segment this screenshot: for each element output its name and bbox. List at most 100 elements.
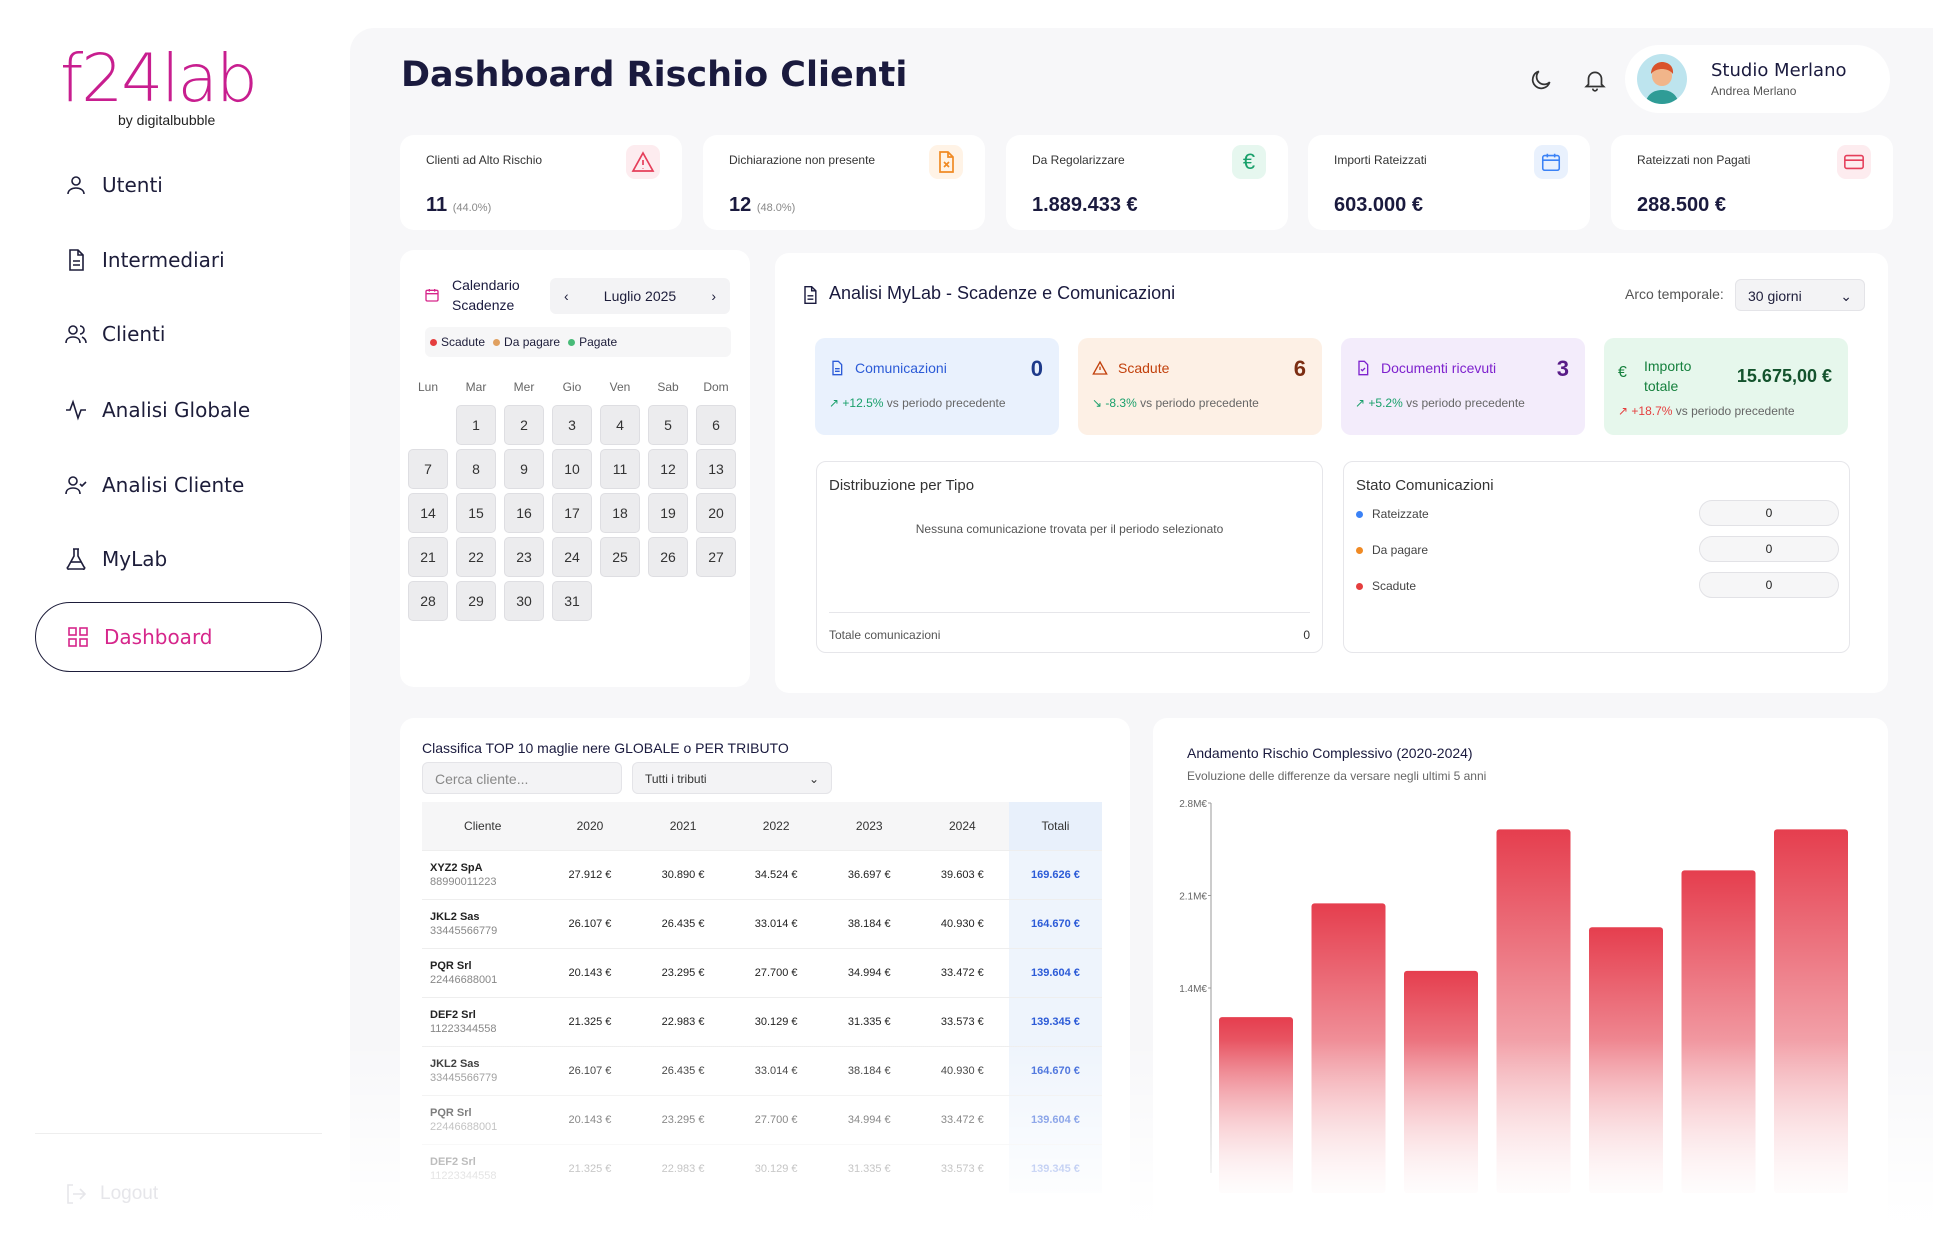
calendar-day[interactable]: 14: [408, 493, 448, 533]
table-row[interactable]: DEF2 Srl 11223344558 21.325 €22.983 €30.12…: [422, 996, 1102, 1046]
sidebar-item-analisi-cliente[interactable]: Analisi Cliente: [64, 469, 244, 501]
table-row[interactable]: DEF2 Srl 11223344558 21.325 €22.983 €30.12…: [422, 1143, 1102, 1193]
calendar-day[interactable]: 9: [504, 449, 544, 489]
profile-subtitle: Andrea Merlano: [1711, 84, 1797, 98]
bell-icon[interactable]: [1582, 67, 1608, 93]
sidebar-item-dashboard[interactable]: Dashboard: [35, 602, 322, 672]
search-input[interactable]: Cerca cliente...: [422, 762, 622, 794]
table-row[interactable]: JKL2 Sas 33445566779 26.107 €26.435 €33.01…: [422, 898, 1102, 948]
credit-card-icon: [1837, 145, 1871, 179]
grid-icon: [68, 627, 88, 647]
table-cell: 33.573 €: [915, 996, 1009, 1046]
chart-bar[interactable]: [1589, 927, 1663, 1193]
kpi-value: 603.000 €: [1334, 194, 1423, 216]
calendar-day[interactable]: 19: [648, 493, 688, 533]
calendar-day[interactable]: 28: [408, 581, 448, 621]
calendar-day[interactable]: 7: [408, 449, 448, 489]
calendar-day[interactable]: 26: [648, 537, 688, 577]
sidebar-item-intermediari[interactable]: Intermediari: [64, 244, 225, 276]
table-cell: 22.983 €: [636, 996, 730, 1046]
prev-month-button[interactable]: ‹: [564, 288, 569, 304]
calendar-day[interactable]: 21: [408, 537, 448, 577]
calendar-day[interactable]: 16: [504, 493, 544, 533]
chart-bar[interactable]: [1219, 1017, 1293, 1193]
logout-button[interactable]: Logout: [64, 1182, 158, 1206]
column-header[interactable]: Totali: [1008, 802, 1102, 850]
chart-bar[interactable]: [1774, 829, 1848, 1193]
calendar-day[interactable]: 12: [648, 449, 688, 489]
next-month-button[interactable]: ›: [711, 288, 716, 304]
calendar-day[interactable]: 17: [552, 493, 592, 533]
chart-bar[interactable]: [1496, 829, 1571, 1193]
client-code: 33445566779: [430, 924, 498, 937]
calendar-day[interactable]: 3: [552, 405, 592, 445]
calendar-day[interactable]: 24: [552, 537, 592, 577]
column-header[interactable]: 2023: [822, 802, 916, 850]
client-code: 88990011223: [430, 875, 497, 888]
sidebar-item-label: Analisi Globale: [102, 398, 251, 422]
stat-label: Scadute: [1118, 360, 1170, 376]
table-row[interactable]: PQR Srl 22446688001 20.143 €23.295 €27.700…: [422, 947, 1102, 997]
table-cell: 26.435 €: [636, 898, 730, 948]
table-row[interactable]: JKL2 Sas 33445566779 26.107 €26.435 €33.01…: [422, 1045, 1102, 1095]
arco-select[interactable]: 30 giorni ⌄: [1735, 279, 1865, 311]
total-label: Totale comunicazioni: [829, 628, 941, 642]
chart-bar[interactable]: [1681, 870, 1756, 1193]
calendar-day[interactable]: 5: [648, 405, 688, 445]
sidebar-item-clienti[interactable]: Clienti: [64, 318, 165, 350]
calendar-day[interactable]: 20: [696, 493, 736, 533]
calendar-day[interactable]: 23: [504, 537, 544, 577]
calendar-day[interactable]: 11: [600, 449, 640, 489]
column-header[interactable]: 2020: [543, 802, 637, 850]
table-cell: 34.524 €: [729, 849, 823, 899]
table-row[interactable]: XYZ2 SpA 88990011223 27.912 €30.890 €34.52…: [422, 849, 1102, 899]
calendar-day[interactable]: 27: [696, 537, 736, 577]
sidebar-item-utenti[interactable]: Utenti: [64, 169, 163, 201]
chart-bar[interactable]: [1311, 903, 1386, 1193]
legend-scadute: Scadute: [430, 335, 485, 349]
total-cell: 164.670 €: [1008, 1045, 1102, 1095]
calendar-day[interactable]: 10: [552, 449, 592, 489]
calendar-day[interactable]: 22: [456, 537, 496, 577]
sidebar-item-label: Clienti: [102, 322, 166, 346]
table-cell: 23.295 €: [636, 1094, 730, 1144]
logo-text: f24lab: [60, 40, 258, 117]
calendar-day[interactable]: 25: [600, 537, 640, 577]
calendar-day[interactable]: 6: [696, 405, 736, 445]
table-row[interactable]: PQR Srl 22446688001 20.143 €23.295 €27.700…: [422, 1094, 1102, 1144]
client-code: 11223344558: [430, 1022, 497, 1035]
column-header[interactable]: 2022: [729, 802, 823, 850]
tributo-select[interactable]: Tutti i tributi ⌄: [632, 762, 832, 794]
total-cell: 139.604 €: [1008, 947, 1102, 997]
calendar-day[interactable]: 1: [456, 405, 496, 445]
calendar-day[interactable]: 31: [552, 581, 592, 621]
calendar-day[interactable]: 8: [456, 449, 496, 489]
profile-menu[interactable]: Studio Merlano Andrea Merlano: [1625, 45, 1890, 113]
brand-logo[interactable]: f24lab by digitalbubble: [60, 40, 258, 129]
calendar-day[interactable]: 30: [504, 581, 544, 621]
sidebar-item-mylab[interactable]: MyLab: [64, 543, 167, 575]
moon-icon[interactable]: [1528, 67, 1554, 93]
users-icon: [65, 325, 87, 344]
calendar-day[interactable]: 15: [456, 493, 496, 533]
chart-bar[interactable]: [1404, 970, 1478, 1193]
calendar-day[interactable]: 18: [600, 493, 640, 533]
kpi-value: 1.889.433 €: [1032, 194, 1138, 216]
column-header[interactable]: 2021: [636, 802, 730, 850]
sidebar-item-label: Analisi Cliente: [102, 473, 245, 497]
table-cell: 21.325 €: [543, 1143, 637, 1193]
calendar-day[interactable]: 13: [696, 449, 736, 489]
table-cell: 27.700 €: [729, 1094, 823, 1144]
calendar-day[interactable]: 4: [600, 405, 640, 445]
client-name: XYZ2 SpA: [430, 861, 483, 874]
table-cell: 31.335 €: [822, 1143, 916, 1193]
column-header[interactable]: Cliente: [422, 802, 544, 850]
total-cell: 139.345 €: [1008, 1143, 1102, 1193]
column-header[interactable]: 2024: [915, 802, 1009, 850]
stat-delta: ↗ +5.2% vs periodo precedente: [1355, 396, 1525, 410]
analisi-card: Analisi MyLab - Scadenze e Comunicazioni…: [775, 253, 1888, 693]
calendar-day[interactable]: 2: [504, 405, 544, 445]
calendar-card: Calendario Scadenze ‹ Luglio 2025 › Scadu…: [400, 250, 750, 687]
sidebar-item-analisi-globale[interactable]: Analisi Globale: [64, 394, 250, 426]
calendar-day[interactable]: 29: [456, 581, 496, 621]
